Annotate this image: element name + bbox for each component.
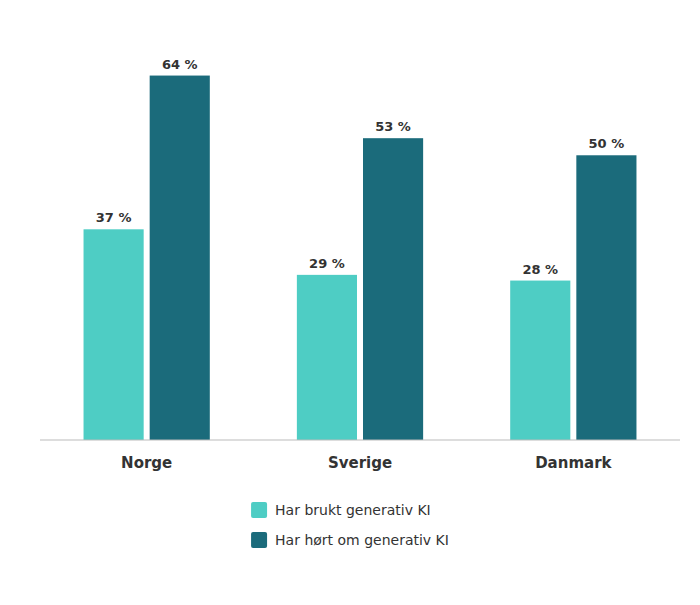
legend-swatch bbox=[251, 502, 267, 518]
legend-label: Har hørt om generativ KI bbox=[275, 532, 449, 548]
data-label: 50 % bbox=[589, 136, 625, 151]
x-tick-labels: Norge Sverige Danmark bbox=[121, 454, 612, 472]
data-label: 37 % bbox=[96, 210, 132, 225]
bar bbox=[84, 229, 144, 440]
bar bbox=[150, 76, 210, 440]
data-label: 53 % bbox=[375, 119, 411, 134]
legend-item: Har brukt generativ KI bbox=[251, 502, 431, 518]
x-tick-label: Sverige bbox=[328, 454, 392, 472]
legend: Har brukt generativ KI Har hørt om genera… bbox=[251, 502, 449, 548]
x-tick-label: Norge bbox=[121, 454, 172, 472]
x-tick-label: Danmark bbox=[535, 454, 612, 472]
legend-item: Har hørt om generativ KI bbox=[251, 532, 449, 548]
bar bbox=[363, 138, 423, 440]
data-labels: 37 % 64 % 29 % 53 % 28 % 50 % bbox=[96, 57, 624, 277]
data-label: 28 % bbox=[522, 262, 558, 277]
data-label: 64 % bbox=[162, 57, 198, 72]
bars bbox=[84, 76, 637, 440]
legend-swatch bbox=[251, 532, 267, 548]
data-label: 29 % bbox=[309, 256, 345, 271]
chart: 37 % 64 % 29 % 53 % 28 % 50 % Norge Sverige Danm… bbox=[0, 0, 700, 605]
legend-label: Har brukt generativ KI bbox=[275, 502, 431, 518]
bar bbox=[297, 275, 357, 440]
bar bbox=[576, 155, 636, 440]
chart-container: 37 % 64 % 29 % 53 % 28 % 50 % Norge Sverige Danm… bbox=[0, 0, 700, 605]
baseline bbox=[40, 440, 680, 441]
bar bbox=[510, 281, 570, 440]
